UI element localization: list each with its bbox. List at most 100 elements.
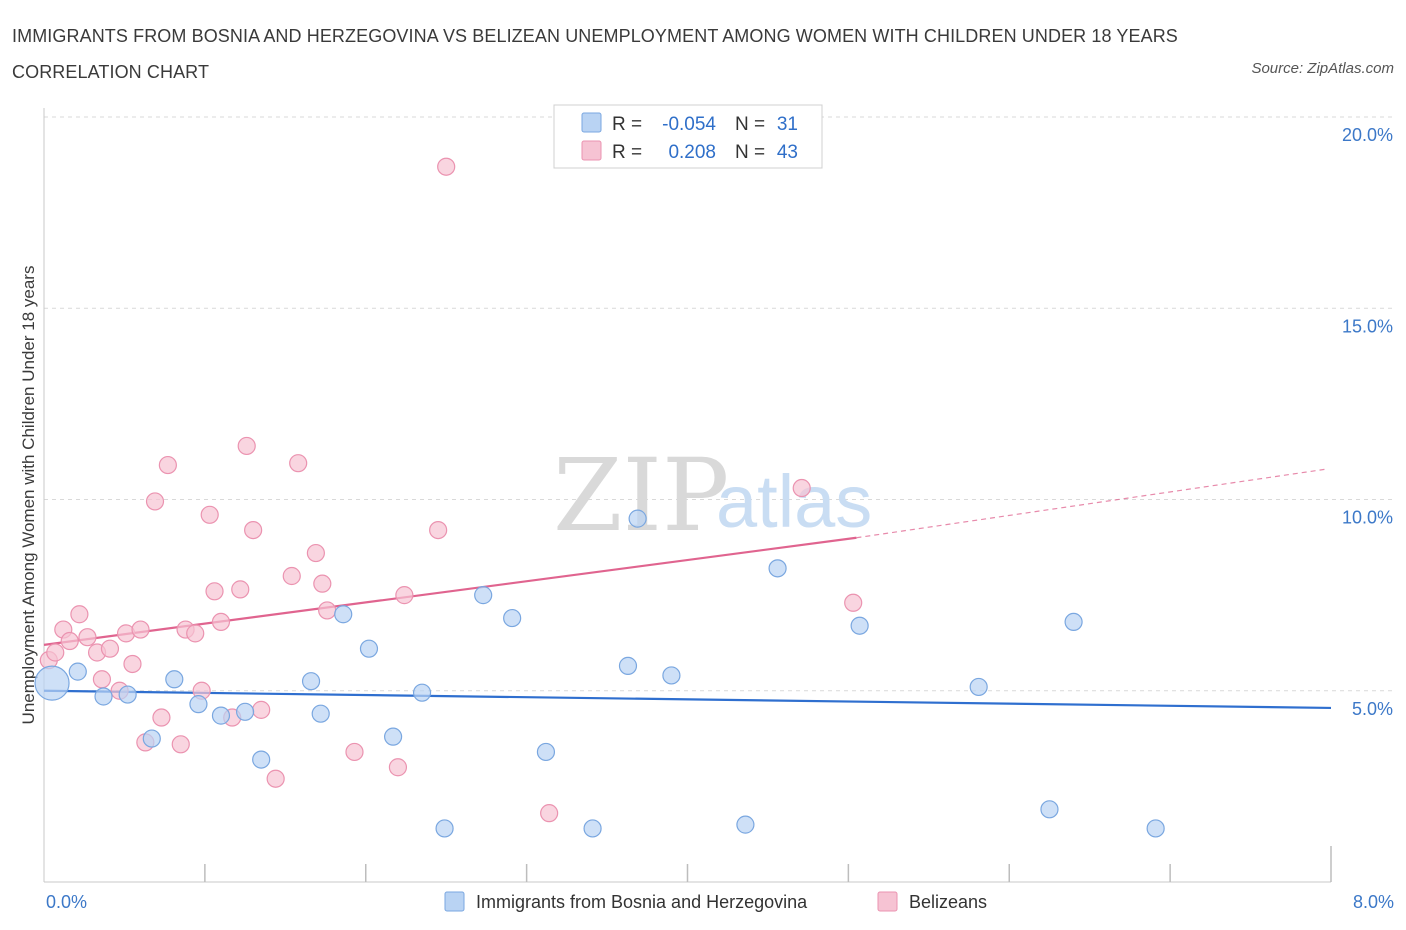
- legend-r-value-2: 0.208: [668, 142, 716, 163]
- data-point-bosnia: [412, 683, 432, 702]
- data-point-bosnia: [211, 706, 231, 725]
- data-point-bosnia: [768, 559, 787, 578]
- trend-line-pink-extension: [856, 468, 1328, 539]
- series-legend-swatch-pink: [877, 891, 898, 912]
- data-point-bosnia: [301, 672, 321, 691]
- data-point-belizeans: [186, 624, 205, 643]
- data-point-belizeans: [211, 612, 231, 632]
- trend-line-pink: [43, 536, 857, 646]
- watermark-atlas: atlas: [716, 460, 872, 543]
- legend-box: R = -0.054 N = 31 R = 0.208 N = 43: [553, 104, 823, 169]
- data-point-belizeans: [345, 742, 364, 762]
- data-point-belizeans: [60, 631, 79, 651]
- legend-r-value-1: -0.054: [662, 114, 716, 135]
- data-point-belizeans: [266, 769, 285, 788]
- data-point-bosnia: [118, 685, 137, 704]
- data-point-belizeans: [252, 700, 271, 719]
- data-point-belizeans: [205, 582, 224, 601]
- data-point-belizeans: [78, 628, 97, 647]
- legend-r-label-2: R =: [612, 142, 642, 163]
- legend-n-value-1: 31: [777, 114, 798, 135]
- data-point-bosnia: [189, 695, 208, 714]
- data-point-belizeans: [100, 639, 120, 658]
- data-point-belizeans: [92, 670, 112, 689]
- data-point-bosnia: [503, 608, 522, 628]
- data-point-bosnia: [662, 666, 681, 685]
- watermark: ZIP atlas: [553, 437, 872, 554]
- legend-n-value-2: 43: [777, 142, 798, 163]
- watermark-zip: ZIP: [553, 437, 729, 554]
- data-point-bosnia: [628, 509, 647, 528]
- data-point-bosnia: [1146, 819, 1165, 838]
- data-point-belizeans: [844, 593, 863, 612]
- y-tick-label: 15.0%: [1342, 316, 1393, 336]
- data-point-bosnia: [474, 586, 493, 605]
- x-tick-label-min: 0.0%: [46, 892, 87, 912]
- legend-n-label-2: N =: [735, 142, 765, 163]
- data-point-belizeans: [200, 505, 219, 524]
- data-points: [34, 157, 1165, 838]
- data-point-belizeans: [395, 586, 414, 605]
- y-axis-tick-labels: 5.0% 10.0% 15.0% 20.0%: [1342, 125, 1393, 719]
- x-axis-ticks: [204, 846, 1332, 882]
- data-point-belizeans: [540, 804, 559, 823]
- legend-swatch-blue: [581, 112, 602, 133]
- data-point-bosnia: [252, 750, 271, 769]
- series-legend-label-pink: Belizeans: [909, 892, 987, 912]
- data-point-belizeans: [429, 520, 448, 540]
- data-point-bosnia: [383, 727, 403, 746]
- data-point-belizeans: [237, 436, 256, 456]
- data-point-bosnia: [435, 819, 454, 838]
- data-point-bosnia: [969, 677, 988, 697]
- data-point-belizeans: [46, 643, 65, 662]
- data-point-belizeans: [70, 605, 89, 624]
- data-point-belizeans: [123, 654, 142, 674]
- data-point-bosnia: [359, 639, 379, 658]
- data-point-belizeans: [289, 454, 308, 473]
- series-legend-swatch-blue: [444, 891, 465, 912]
- data-point-belizeans: [171, 735, 190, 754]
- data-point-bosnia: [583, 819, 602, 838]
- data-point-bosnia: [235, 702, 255, 721]
- data-point-belizeans: [313, 574, 332, 593]
- data-point-belizeans: [437, 157, 456, 176]
- data-point-bosnia: [1040, 800, 1059, 819]
- data-point-bosnia: [94, 687, 113, 706]
- data-point-bosnia: [334, 605, 353, 624]
- data-point-belizeans: [152, 708, 171, 727]
- data-point-bosnia: [736, 815, 755, 834]
- y-tick-label: 20.0%: [1342, 125, 1393, 145]
- chart-title: IMMIGRANTS FROM BOSNIA AND HERZEGOVINA V…: [12, 26, 1178, 82]
- data-point-belizeans: [231, 580, 250, 599]
- grid-lines: [44, 116, 1394, 692]
- legend-r-label-1: R =: [612, 114, 642, 135]
- data-point-bosnia: [34, 665, 70, 701]
- y-axis-title: Unemployment Among Women with Children U…: [19, 266, 38, 725]
- data-point-bosnia: [311, 704, 330, 723]
- y-tick-label: 5.0%: [1352, 699, 1393, 719]
- data-point-bosnia: [618, 656, 638, 675]
- data-point-belizeans: [318, 601, 337, 620]
- series-legend-label-blue: Immigrants from Bosnia and Herzegovina: [476, 892, 808, 912]
- data-point-bosnia: [1064, 612, 1083, 632]
- source-note: Source: ZipAtlas.com: [1251, 60, 1394, 77]
- data-point-bosnia: [536, 742, 556, 762]
- data-point-belizeans: [282, 566, 301, 586]
- data-point-belizeans: [306, 543, 325, 563]
- trend-line-blue: [43, 689, 1332, 710]
- data-point-belizeans: [131, 620, 150, 639]
- data-point-bosnia: [850, 616, 869, 635]
- data-point-belizeans: [145, 492, 165, 511]
- series-legend: Immigrants from Bosnia and Herzegovina B…: [444, 891, 987, 912]
- y-tick-label: 10.0%: [1342, 508, 1393, 528]
- legend-swatch-pink: [581, 140, 602, 161]
- legend-n-label-1: N =: [735, 114, 765, 135]
- data-point-bosnia: [68, 662, 87, 681]
- data-point-belizeans: [388, 758, 408, 777]
- data-point-bosnia: [165, 670, 184, 689]
- data-point-belizeans: [792, 478, 811, 498]
- data-point-belizeans: [158, 455, 177, 475]
- data-point-bosnia: [142, 729, 161, 748]
- x-tick-label-max: 8.0%: [1353, 892, 1394, 912]
